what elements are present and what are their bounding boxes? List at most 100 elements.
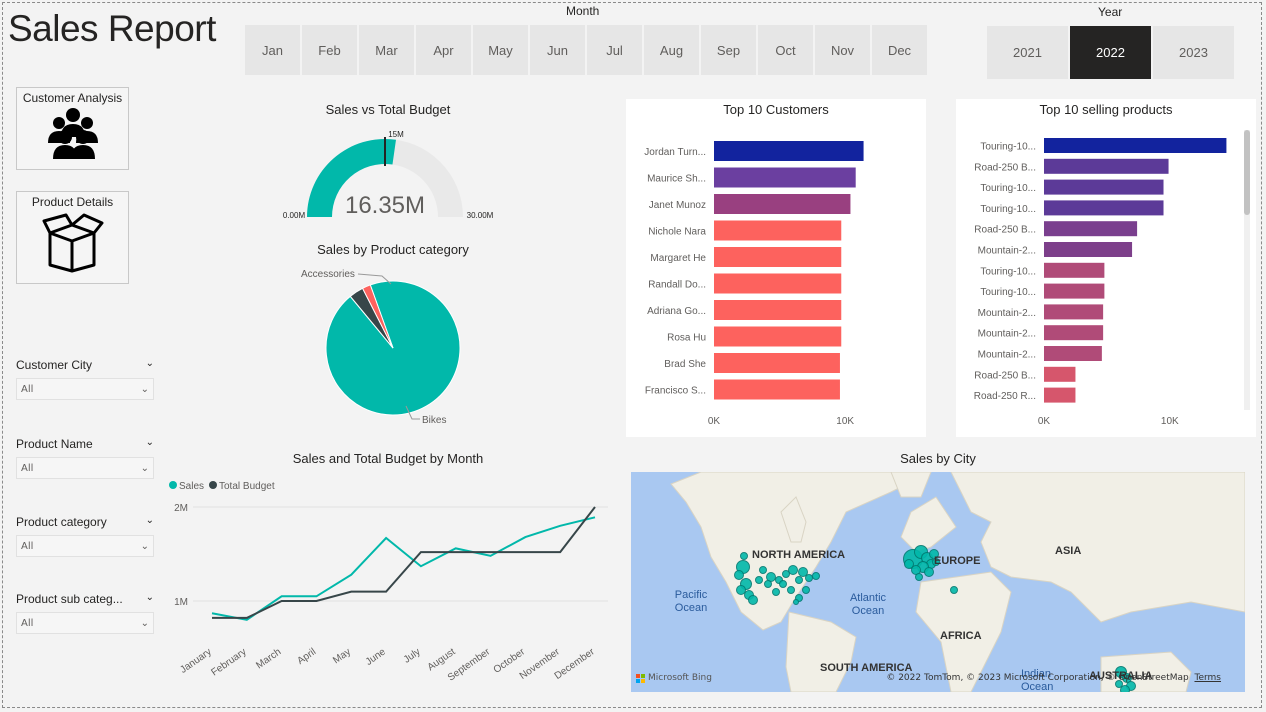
city-marker[interactable]	[764, 580, 772, 588]
bar-category-label: Maurice Sh...	[647, 174, 706, 185]
city-marker[interactable]	[795, 576, 803, 584]
bar[interactable]	[714, 273, 842, 294]
products-scrollbar-thumb[interactable]	[1244, 130, 1250, 215]
bar[interactable]	[1044, 179, 1164, 195]
city-marker[interactable]	[798, 567, 808, 577]
pie-slice-clothing[interactable]	[361, 284, 394, 349]
city-marker[interactable]	[736, 585, 746, 595]
month-option-oct[interactable]: Oct	[758, 25, 813, 75]
filter-dropdown[interactable]: All ⌄	[16, 378, 154, 400]
bar-category-label: Touring-10...	[980, 287, 1036, 298]
sales-by-city-map[interactable]: NORTH AMERICA EUROPE ASIA AFRICA SOUTH A…	[631, 472, 1245, 692]
month-option-mar[interactable]: Mar	[359, 25, 414, 75]
chevron-down-icon[interactable]: ⌄	[145, 358, 154, 369]
products-scrollbar-track[interactable]	[1244, 130, 1250, 410]
line-series-sales[interactable]	[211, 516, 596, 621]
legend-sales-label[interactable]: Sales	[179, 481, 204, 492]
chevron-down-icon[interactable]: ⌄	[145, 437, 154, 448]
bar[interactable]	[1044, 346, 1102, 361]
gauge-target-label: 15M	[388, 130, 404, 139]
city-marker[interactable]	[740, 552, 748, 560]
y-tick-1m: 1M	[174, 597, 188, 608]
city-marker[interactable]	[793, 599, 799, 605]
chevron-down-icon: ⌄	[140, 462, 149, 474]
month-option-dec[interactable]: Dec	[872, 25, 927, 75]
filter-header[interactable]: Product sub categ... ⌄	[16, 592, 154, 606]
filter-dropdown[interactable]: All ⌄	[16, 612, 154, 634]
bar[interactable]	[714, 167, 856, 188]
filter-dropdown[interactable]: All ⌄	[16, 535, 154, 557]
city-marker[interactable]	[748, 595, 758, 605]
bar[interactable]	[1044, 387, 1076, 403]
bar[interactable]	[714, 141, 864, 161]
month-option-feb[interactable]: Feb	[302, 25, 357, 75]
city-marker[interactable]	[779, 580, 787, 588]
city-marker[interactable]	[1115, 680, 1123, 688]
city-marker[interactable]	[932, 558, 940, 566]
month-option-jun[interactable]: Jun	[530, 25, 585, 75]
city-marker[interactable]	[755, 576, 763, 584]
city-marker[interactable]	[734, 570, 744, 580]
bar-category-label: Janet Munoz	[649, 200, 706, 211]
filter-2: Product category ⌄ All ⌄	[16, 515, 154, 557]
chevron-down-icon[interactable]: ⌄	[145, 592, 154, 603]
bar[interactable]	[1044, 158, 1169, 174]
filter-dropdown[interactable]: All ⌄	[16, 457, 154, 479]
bar[interactable]	[1044, 304, 1104, 320]
month-option-sep[interactable]: Sep	[701, 25, 756, 75]
city-marker[interactable]	[924, 567, 934, 577]
bar[interactable]	[714, 353, 840, 373]
bar[interactable]	[714, 379, 840, 400]
year-option-2021[interactable]: 2021	[987, 26, 1068, 79]
filter-header[interactable]: Product category ⌄	[16, 515, 154, 529]
city-marker[interactable]	[1120, 685, 1130, 692]
chevron-down-icon[interactable]: ⌄	[145, 515, 154, 526]
city-marker[interactable]	[795, 594, 803, 602]
bar[interactable]	[1044, 242, 1133, 257]
bar-category-label: Randall Do...	[648, 280, 706, 291]
customer-analysis-button[interactable]: Customer Analysis	[16, 87, 129, 170]
city-marker[interactable]	[787, 586, 795, 594]
x-tick-label: March	[254, 646, 283, 671]
map-label-atlantic-ocean: Atlantic Ocean	[849, 592, 887, 617]
bar[interactable]	[714, 326, 842, 347]
bar-category-label: Touring-10...	[980, 204, 1036, 215]
x-tick-label: April	[295, 646, 318, 666]
bar[interactable]	[1044, 138, 1227, 153]
bar-category-label: Nichole Nara	[648, 227, 706, 238]
month-option-jul[interactable]: Jul	[587, 25, 642, 75]
legend-budget-label[interactable]: Total Budget	[219, 481, 275, 492]
bar[interactable]	[1044, 283, 1105, 299]
month-option-nov[interactable]: Nov	[815, 25, 870, 75]
city-marker[interactable]	[772, 588, 780, 596]
product-details-button[interactable]: Product Details	[16, 191, 129, 284]
map-terms-link[interactable]: Terms	[1194, 673, 1221, 683]
bar[interactable]	[1044, 366, 1076, 382]
city-marker[interactable]	[915, 573, 923, 581]
year-option-2022[interactable]: 2022	[1070, 26, 1151, 79]
bar[interactable]	[1044, 325, 1104, 341]
bar[interactable]	[1044, 262, 1105, 278]
city-marker[interactable]	[759, 566, 767, 574]
pie-label-bikes: Bikes	[422, 415, 446, 426]
month-option-apr[interactable]: Apr	[416, 25, 471, 75]
month-option-aug[interactable]: Aug	[644, 25, 699, 75]
bar[interactable]	[1044, 200, 1164, 216]
month-option-may[interactable]: May	[473, 25, 528, 75]
bar[interactable]	[714, 300, 842, 320]
bar[interactable]	[714, 220, 842, 241]
city-marker[interactable]	[802, 586, 810, 594]
month-option-jan[interactable]: Jan	[245, 25, 300, 75]
city-marker[interactable]	[904, 559, 914, 569]
bar[interactable]	[714, 247, 842, 267]
line-series-total-budget[interactable]	[212, 506, 596, 619]
city-marker[interactable]	[788, 565, 798, 575]
filter-header[interactable]: Customer City ⌄	[16, 358, 154, 372]
bar[interactable]	[1044, 221, 1138, 237]
city-marker[interactable]	[950, 586, 958, 594]
filter-header[interactable]: Product Name ⌄	[16, 437, 154, 451]
year-option-2023[interactable]: 2023	[1153, 26, 1234, 79]
bar[interactable]	[714, 194, 851, 214]
map-label-south-america: SOUTH AMERICA	[820, 662, 913, 674]
city-marker[interactable]	[812, 572, 820, 580]
